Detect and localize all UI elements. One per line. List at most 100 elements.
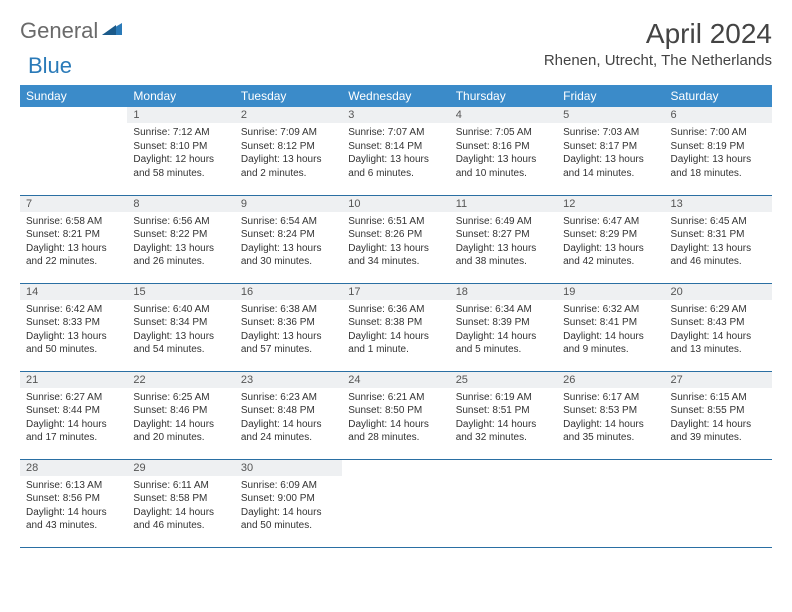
calendar-cell: 11Sunrise: 6:49 AMSunset: 8:27 PMDayligh… — [450, 195, 557, 283]
calendar-row: .1Sunrise: 7:12 AMSunset: 8:10 PMDayligh… — [20, 107, 772, 195]
day-details: Sunrise: 6:40 AMSunset: 8:34 PMDaylight:… — [127, 300, 234, 363]
day-number: 30 — [235, 460, 342, 476]
day-number: 7 — [20, 196, 127, 212]
sunset: Sunset: 8:58 PM — [133, 492, 228, 506]
sunset: Sunset: 8:46 PM — [133, 404, 228, 418]
calendar-body: .1Sunrise: 7:12 AMSunset: 8:10 PMDayligh… — [20, 107, 772, 547]
day-header: Tuesday — [235, 85, 342, 107]
daylight: Daylight: 13 hours and 50 minutes. — [26, 330, 121, 357]
sunset: Sunset: 8:17 PM — [563, 140, 658, 154]
sunset: Sunset: 8:19 PM — [671, 140, 766, 154]
day-details: Sunrise: 6:34 AMSunset: 8:39 PMDaylight:… — [450, 300, 557, 363]
logo-text-general: General — [20, 18, 98, 44]
calendar-cell: 18Sunrise: 6:34 AMSunset: 8:39 PMDayligh… — [450, 283, 557, 371]
daylight: Daylight: 14 hours and 9 minutes. — [563, 330, 658, 357]
daylight: Daylight: 13 hours and 10 minutes. — [456, 153, 551, 180]
calendar-row: 14Sunrise: 6:42 AMSunset: 8:33 PMDayligh… — [20, 283, 772, 371]
calendar-cell: 5Sunrise: 7:03 AMSunset: 8:17 PMDaylight… — [557, 107, 664, 195]
calendar-cell: 28Sunrise: 6:13 AMSunset: 8:56 PMDayligh… — [20, 459, 127, 547]
day-details: Sunrise: 7:03 AMSunset: 8:17 PMDaylight:… — [557, 123, 664, 186]
sunrise: Sunrise: 6:45 AM — [671, 215, 766, 229]
sunset: Sunset: 8:39 PM — [456, 316, 551, 330]
daylight: Daylight: 13 hours and 34 minutes. — [348, 242, 443, 269]
day-details: Sunrise: 6:36 AMSunset: 8:38 PMDaylight:… — [342, 300, 449, 363]
calendar-cell: 8Sunrise: 6:56 AMSunset: 8:22 PMDaylight… — [127, 195, 234, 283]
sunrise: Sunrise: 7:05 AM — [456, 126, 551, 140]
day-details: Sunrise: 6:54 AMSunset: 8:24 PMDaylight:… — [235, 212, 342, 275]
day-number: 8 — [127, 196, 234, 212]
sunset: Sunset: 8:14 PM — [348, 140, 443, 154]
sunset: Sunset: 8:33 PM — [26, 316, 121, 330]
day-number: 11 — [450, 196, 557, 212]
month-title: April 2024 — [544, 18, 772, 50]
sunset: Sunset: 8:50 PM — [348, 404, 443, 418]
sunrise: Sunrise: 7:07 AM — [348, 126, 443, 140]
sunrise: Sunrise: 6:25 AM — [133, 391, 228, 405]
day-details: Sunrise: 6:51 AMSunset: 8:26 PMDaylight:… — [342, 212, 449, 275]
sunset: Sunset: 8:24 PM — [241, 228, 336, 242]
day-details: Sunrise: 6:17 AMSunset: 8:53 PMDaylight:… — [557, 388, 664, 451]
day-details: Sunrise: 6:11 AMSunset: 8:58 PMDaylight:… — [127, 476, 234, 539]
day-number: 21 — [20, 372, 127, 388]
calendar-row: 21Sunrise: 6:27 AMSunset: 8:44 PMDayligh… — [20, 371, 772, 459]
day-details: Sunrise: 6:47 AMSunset: 8:29 PMDaylight:… — [557, 212, 664, 275]
day-details: Sunrise: 6:58 AMSunset: 8:21 PMDaylight:… — [20, 212, 127, 275]
daylight: Daylight: 14 hours and 50 minutes. — [241, 506, 336, 533]
calendar-cell: 4Sunrise: 7:05 AMSunset: 8:16 PMDaylight… — [450, 107, 557, 195]
sunrise: Sunrise: 6:38 AM — [241, 303, 336, 317]
sunset: Sunset: 8:21 PM — [26, 228, 121, 242]
calendar-cell: 6 Sunrise: 7:00 AMSunset: 8:19 PMDaylight… — [665, 107, 772, 195]
day-details: Sunrise: 6:15 AMSunset: 8:55 PMDaylight:… — [665, 388, 772, 451]
sunrise: Sunrise: 7:12 AM — [133, 126, 228, 140]
day-number: 15 — [127, 284, 234, 300]
day-number: 6 — [665, 107, 772, 123]
day-number: 16 — [235, 284, 342, 300]
sunrise: Sunrise: 6:36 AM — [348, 303, 443, 317]
daylight: Daylight: 13 hours and 46 minutes. — [671, 242, 766, 269]
daylight: Daylight: 14 hours and 39 minutes. — [671, 418, 766, 445]
title-block: April 2024 Rhenen, Utrecht, The Netherla… — [544, 18, 772, 69]
calendar-cell: 14Sunrise: 6:42 AMSunset: 8:33 PMDayligh… — [20, 283, 127, 371]
sunrise: Sunrise: 6:11 AM — [133, 479, 228, 493]
day-number: 2 — [235, 107, 342, 123]
calendar-header-row: SundayMondayTuesdayWednesdayThursdayFrid… — [20, 85, 772, 107]
day-details: Sunrise: 7:05 AMSunset: 8:16 PMDaylight:… — [450, 123, 557, 186]
day-number: 23 — [235, 372, 342, 388]
daylight: Daylight: 13 hours and 42 minutes. — [563, 242, 658, 269]
calendar-cell: 27Sunrise: 6:15 AMSunset: 8:55 PMDayligh… — [665, 371, 772, 459]
day-details: Sunrise: 6:56 AMSunset: 8:22 PMDaylight:… — [127, 212, 234, 275]
sunrise: Sunrise: 7:00 AM — [671, 126, 766, 140]
sunrise: Sunrise: 6:13 AM — [26, 479, 121, 493]
day-number: 22 — [127, 372, 234, 388]
sunset: Sunset: 8:31 PM — [671, 228, 766, 242]
day-header: Wednesday — [342, 85, 449, 107]
calendar-cell: 10Sunrise: 6:51 AMSunset: 8:26 PMDayligh… — [342, 195, 449, 283]
day-header: Thursday — [450, 85, 557, 107]
calendar-cell: 15Sunrise: 6:40 AMSunset: 8:34 PMDayligh… — [127, 283, 234, 371]
sunrise: Sunrise: 6:17 AM — [563, 391, 658, 405]
day-number: 26 — [557, 372, 664, 388]
day-number: 20 — [665, 284, 772, 300]
sunset: Sunset: 8:53 PM — [563, 404, 658, 418]
day-number: 24 — [342, 372, 449, 388]
day-details: Sunrise: 6:23 AMSunset: 8:48 PMDaylight:… — [235, 388, 342, 451]
day-details: Sunrise: 6:42 AMSunset: 8:33 PMDaylight:… — [20, 300, 127, 363]
day-number: 29 — [127, 460, 234, 476]
daylight: Daylight: 14 hours and 17 minutes. — [26, 418, 121, 445]
day-header: Sunday — [20, 85, 127, 107]
daylight: Daylight: 13 hours and 18 minutes. — [671, 153, 766, 180]
calendar-cell: 16Sunrise: 6:38 AMSunset: 8:36 PMDayligh… — [235, 283, 342, 371]
sunrise: Sunrise: 6:21 AM — [348, 391, 443, 405]
daylight: Daylight: 14 hours and 43 minutes. — [26, 506, 121, 533]
day-details: Sunrise: 6:21 AMSunset: 8:50 PMDaylight:… — [342, 388, 449, 451]
logo: General — [20, 18, 124, 44]
daylight: Daylight: 12 hours and 58 minutes. — [133, 153, 228, 180]
calendar-cell: 13Sunrise: 6:45 AMSunset: 8:31 PMDayligh… — [665, 195, 772, 283]
daylight: Daylight: 14 hours and 46 minutes. — [133, 506, 228, 533]
day-number: 25 — [450, 372, 557, 388]
sunset: Sunset: 8:16 PM — [456, 140, 551, 154]
day-number: 18 — [450, 284, 557, 300]
calendar-cell: 2Sunrise: 7:09 AMSunset: 8:12 PMDaylight… — [235, 107, 342, 195]
calendar-cell: . — [450, 459, 557, 547]
sunrise: Sunrise: 6:51 AM — [348, 215, 443, 229]
